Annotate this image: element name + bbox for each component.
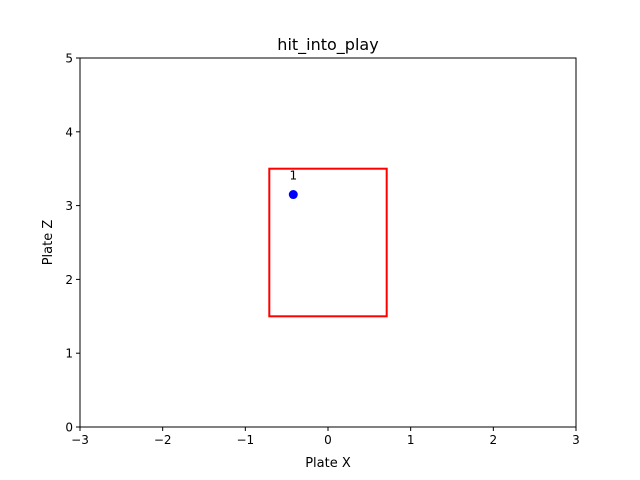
x-tick-label: −1: [236, 433, 254, 447]
y-tick-label: 2: [65, 273, 73, 287]
axis-ticks: −3 −2 −1 0 1 2 3 0 1 2 3 4 5: [65, 52, 579, 448]
chart-title: hit_into_play: [277, 35, 378, 55]
x-tick-label: −3: [71, 433, 89, 447]
y-axis-label: Plate Z: [41, 220, 56, 266]
x-tick-label: 3: [572, 433, 580, 447]
y-tick-label: 3: [65, 199, 73, 213]
y-tick-label: 1: [65, 347, 73, 361]
x-tick-label: 1: [407, 433, 415, 447]
x-tick-label: 0: [324, 433, 332, 447]
strike-zone-rect: [268, 167, 388, 318]
x-tick-label: 2: [490, 433, 498, 447]
y-tick-label: 0: [65, 421, 73, 435]
y-tick-label: 5: [65, 52, 73, 66]
axes-frame: [79, 57, 577, 428]
pitch-point: [288, 190, 298, 200]
y-tick-label: 4: [65, 125, 73, 139]
x-tick-label: −2: [154, 433, 172, 447]
pitch-point-label: 1: [289, 169, 297, 183]
plot-area: 1: [268, 167, 388, 318]
x-axis-label: Plate X: [305, 456, 351, 471]
